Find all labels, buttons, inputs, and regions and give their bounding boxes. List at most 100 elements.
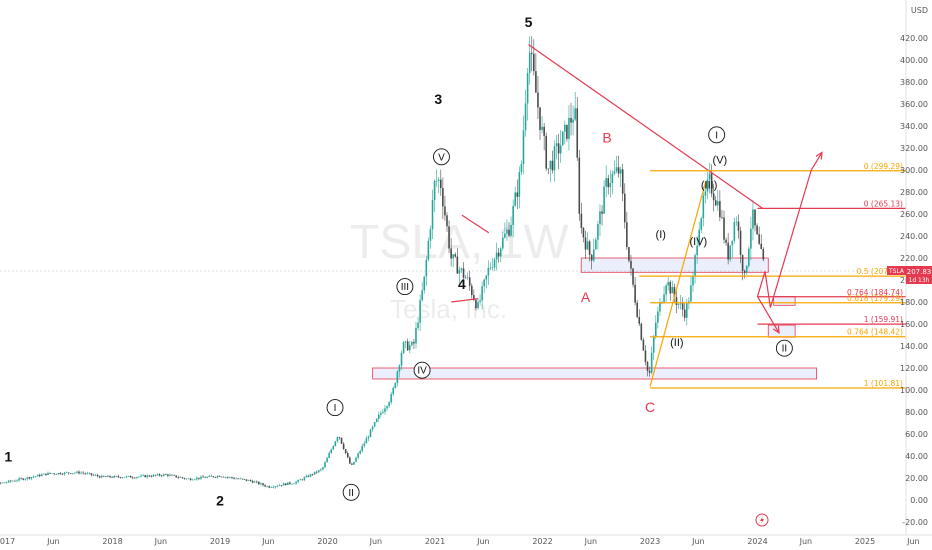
candle-body	[580, 213, 583, 228]
candle-body	[413, 341, 415, 344]
candle-body	[67, 472, 70, 474]
candle-body	[61, 474, 64, 475]
candle-body	[134, 477, 136, 479]
candle-body	[677, 304, 680, 306]
candle-body	[231, 477, 233, 478]
fib-level-label: 1 (101.81)	[864, 379, 903, 388]
candle-body	[88, 473, 91, 474]
candle-body	[595, 239, 597, 250]
candle-body	[745, 265, 748, 273]
candle-body	[518, 171, 521, 197]
candle-body	[171, 474, 173, 476]
candle-body	[621, 169, 624, 194]
candle-body	[663, 294, 665, 303]
candle-body	[394, 383, 397, 388]
flash-icon-bolt	[760, 516, 764, 524]
trendline	[451, 298, 479, 303]
candle-body	[675, 297, 678, 306]
candle-body	[710, 173, 713, 194]
candle-body	[303, 477, 306, 480]
y-tick-label: 400.00	[900, 56, 928, 65]
candle-body	[601, 211, 603, 214]
candle-body	[297, 479, 299, 482]
candle-body	[537, 92, 539, 108]
x-tick-label: 2020	[317, 537, 337, 546]
fib-level-label: 0 (265.13)	[864, 199, 903, 208]
candle-body	[570, 117, 572, 123]
candle-body	[214, 477, 217, 478]
candle-body	[148, 475, 151, 477]
candle-body	[326, 457, 328, 463]
candle-body	[384, 408, 386, 412]
candle-body	[650, 352, 653, 373]
candle-body	[725, 239, 727, 243]
candle-body	[125, 476, 128, 478]
candle-body	[34, 476, 37, 477]
candle-body	[204, 477, 206, 478]
candle-body	[504, 233, 506, 238]
candle-body	[561, 131, 564, 146]
circled-wave-label: I	[708, 126, 726, 144]
candle-body	[470, 285, 473, 296]
candle-body	[549, 160, 552, 169]
candle-body	[320, 469, 322, 471]
candle-body	[615, 167, 618, 172]
candle-body	[187, 478, 190, 480]
candle-body	[669, 282, 672, 294]
candle-body	[731, 240, 734, 246]
candle-body	[454, 254, 457, 257]
candle-body	[754, 209, 756, 226]
candle-body	[276, 485, 279, 487]
candle-body	[198, 477, 200, 479]
candle-body	[485, 275, 488, 280]
candle-body	[717, 201, 719, 206]
flash-icon[interactable]	[755, 513, 769, 527]
candle-body	[365, 438, 368, 444]
candle-body	[28, 477, 31, 479]
candle-body	[237, 478, 239, 480]
x-tick-label: 2025	[855, 537, 875, 546]
y-tick-label: 60.00	[905, 430, 928, 439]
candle-body	[18, 478, 20, 481]
candle-body	[5, 482, 8, 483]
candle-body	[495, 252, 498, 260]
candle-body	[328, 453, 330, 458]
y-tick-label: -20.00	[902, 518, 928, 527]
candle-body	[245, 479, 248, 481]
candle-body	[330, 449, 333, 454]
wave-label: 5	[525, 14, 533, 30]
y-tick-label: 20.00	[905, 474, 928, 483]
candle-body	[493, 259, 496, 268]
candle-body	[94, 475, 97, 476]
candle-body	[131, 477, 134, 479]
candle-body	[408, 345, 411, 351]
candle-body	[685, 303, 688, 318]
price-axis[interactable]: USD -20.00 0.00 20.00 40.00 60.00 80.00 100.00…	[887, 0, 932, 550]
y-tick-label: 120.00	[900, 364, 928, 373]
candle-body	[233, 477, 235, 479]
candle-body	[721, 217, 723, 218]
candle-body	[338, 437, 341, 438]
candle-body	[38, 474, 41, 477]
candle-body	[76, 471, 78, 473]
time-axis[interactable]: 2017 Jun 2018 Jun 2019 Jun 2020 Jun 2021 Jun 2022 J…	[0, 534, 932, 546]
candle-body	[659, 302, 661, 312]
candle-body	[477, 301, 479, 309]
candle-body	[588, 241, 591, 255]
candle-body	[282, 483, 285, 486]
candle-body	[32, 476, 35, 478]
candle-body	[241, 478, 244, 480]
candle-body	[446, 215, 448, 227]
watermark-ticker: TSLA, 1W	[350, 216, 569, 269]
candle-body	[425, 259, 428, 277]
candle-body	[158, 474, 161, 476]
candle-body	[566, 124, 568, 139]
candle-body	[692, 275, 694, 286]
candle-body	[603, 186, 605, 214]
y-tick-label: 220.00	[900, 254, 928, 263]
last-price-ticker: TSLA	[888, 268, 905, 275]
candle-body	[582, 227, 585, 238]
candle-body	[289, 482, 291, 484]
